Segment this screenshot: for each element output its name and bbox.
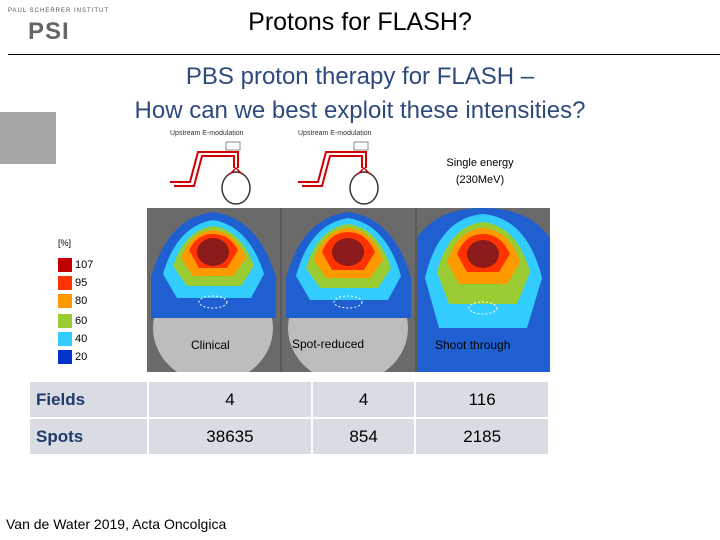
legend-label: 40 bbox=[75, 333, 88, 345]
logo-letters: PSI bbox=[28, 18, 70, 45]
row-header: Spots bbox=[28, 417, 149, 456]
single-energy-line-1: Single energy bbox=[446, 157, 514, 169]
psi-logo: PAUL SCHERRER INSTITUT PSI bbox=[8, 8, 108, 45]
legend-label: 80 bbox=[75, 295, 88, 307]
legend-label: 20 bbox=[75, 351, 88, 363]
legend-title: [%] bbox=[58, 238, 72, 248]
dose-distribution-images: Clinical Spot-reduced Shoot through bbox=[147, 208, 550, 372]
table-cell: 854 bbox=[310, 417, 417, 456]
legend-label: 60 bbox=[75, 315, 88, 327]
slide-subtitle: PBS proton therapy for FLASH – How can w… bbox=[40, 60, 680, 128]
panel-label: Spot-reduced bbox=[292, 337, 365, 351]
dose-panel-spot-reduced: Spot-reduced bbox=[282, 208, 415, 372]
subtitle-line-2: How can we best exploit these intensitie… bbox=[134, 97, 586, 124]
legend-swatch bbox=[58, 350, 72, 364]
beam-diagram-2: Upstream E-modulation bbox=[288, 130, 388, 208]
beam-diagram-label: Upstream E-modulation bbox=[170, 130, 244, 137]
decorative-gray-block bbox=[0, 112, 56, 164]
beam-diagram-label: Upstream E-modulation bbox=[298, 130, 372, 137]
title-divider bbox=[8, 54, 720, 55]
table-cell: 2185 bbox=[414, 417, 550, 456]
subtitle-line-1: PBS proton therapy for FLASH – bbox=[185, 63, 535, 90]
dose-map-image bbox=[417, 208, 550, 372]
slide-title: Protons for FLASH? bbox=[248, 8, 472, 36]
panel-label: Clinical bbox=[191, 338, 230, 352]
single-energy-line-2: (230MeV) bbox=[455, 174, 505, 186]
dose-map-image bbox=[147, 208, 280, 372]
table-cell: 38635 bbox=[147, 417, 313, 456]
table-cell: 4 bbox=[310, 380, 417, 419]
dose-panel-shoot-through: Shoot through bbox=[417, 208, 550, 372]
beam-diagram-graphic bbox=[170, 141, 251, 205]
dose-map-image bbox=[282, 208, 415, 372]
table-cell: 116 bbox=[414, 380, 550, 419]
legend-swatch bbox=[58, 314, 72, 328]
legend-label: 107 bbox=[75, 259, 94, 271]
table-row: Fields 4 4 116 bbox=[28, 380, 550, 419]
legend-swatch bbox=[58, 276, 72, 290]
legend-swatch bbox=[58, 294, 72, 308]
legend-swatch bbox=[58, 258, 72, 272]
legend-swatch bbox=[58, 332, 72, 346]
citation: Van de Water 2019, Acta Oncolgica bbox=[6, 516, 227, 532]
row-header: Fields bbox=[28, 380, 149, 419]
dose-panel-clinical: Clinical bbox=[147, 208, 280, 372]
fields-spots-table: Fields 4 4 116 Spots 38635 854 2185 bbox=[28, 380, 550, 456]
panel-label: Shoot through bbox=[435, 338, 511, 352]
table-cell: 4 bbox=[147, 380, 313, 419]
beam-diagram-graphic bbox=[298, 141, 379, 205]
logo-institute-text: PAUL SCHERRER INSTITUT bbox=[8, 8, 110, 14]
legend-label: 95 bbox=[75, 277, 88, 289]
table-row: Spots 38635 854 2185 bbox=[28, 417, 550, 456]
beam-diagram-1: Upstream E-modulation bbox=[160, 130, 260, 208]
single-energy-label: Single energy (230MeV) bbox=[420, 155, 540, 189]
